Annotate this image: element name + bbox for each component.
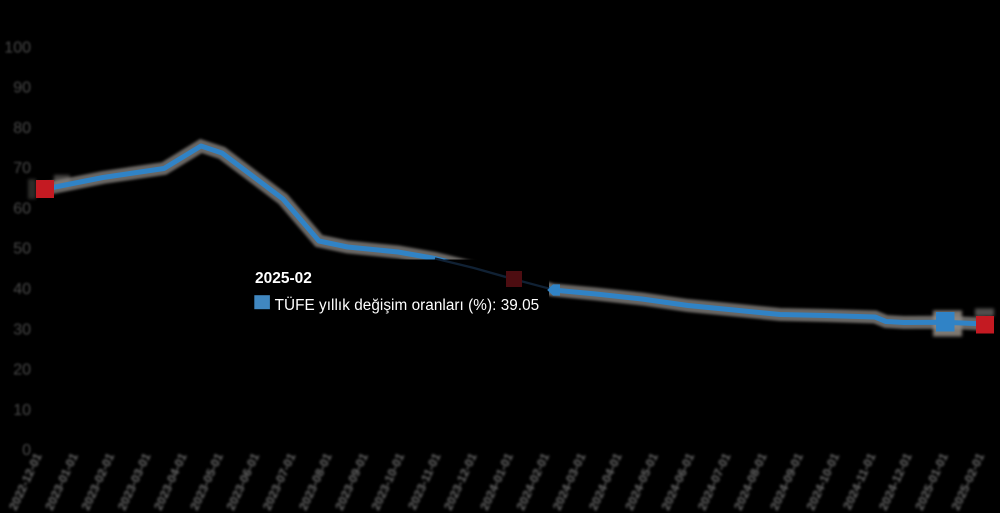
svg-text:2025-01-01: 2025-01-01: [912, 451, 951, 513]
svg-text:2024-05-01: 2024-05-01: [622, 451, 661, 513]
svg-text:2023-09-01: 2023-09-01: [332, 451, 371, 513]
svg-text:2024-11-01: 2024-11-01: [840, 451, 878, 512]
svg-text:2024-03-01: 2024-03-01: [550, 451, 589, 513]
svg-text:2024-10-01: 2024-10-01: [804, 451, 843, 513]
svg-text:2024-01-01: 2024-01-01: [477, 451, 516, 513]
svg-text:30: 30: [13, 321, 31, 338]
svg-text:2024-12-01: 2024-12-01: [876, 451, 915, 513]
svg-text:2023-03-01: 2023-03-01: [115, 451, 154, 513]
svg-text:2023-12-01: 2023-12-01: [441, 451, 480, 513]
svg-text:20: 20: [13, 362, 31, 379]
svg-text:2023-02-01: 2023-02-01: [79, 451, 118, 513]
svg-text:80: 80: [13, 120, 31, 137]
svg-text:50: 50: [13, 241, 31, 258]
svg-text:TÜFE yıllık değişim oranları (: TÜFE yıllık değişim oranları (%): 39.05: [275, 296, 540, 314]
svg-text:10: 10: [13, 402, 31, 419]
svg-text:60: 60: [13, 200, 31, 217]
svg-text:70: 70: [13, 160, 31, 177]
svg-text:2024-08-01: 2024-08-01: [731, 451, 770, 513]
svg-text:2024-02-01: 2024-02-01: [514, 451, 553, 513]
svg-text:2024-06-01: 2024-06-01: [659, 451, 698, 513]
svg-text:2022-12-01: 2022-12-01: [6, 451, 45, 513]
svg-text:2024-07-01: 2024-07-01: [695, 451, 734, 513]
svg-text:2025-02-01: 2025-02-01: [949, 451, 988, 513]
svg-text:2023-06-01: 2023-06-01: [224, 451, 263, 513]
svg-text:2023-08-01: 2023-08-01: [296, 451, 335, 513]
svg-text:2023-11-01: 2023-11-01: [405, 451, 443, 512]
svg-text:2024-04-01: 2024-04-01: [586, 451, 625, 513]
svg-text:2023-04-01: 2023-04-01: [151, 451, 190, 513]
svg-text:2024-09-01: 2024-09-01: [767, 451, 806, 513]
svg-text:2025-02: 2025-02: [255, 270, 312, 287]
svg-text:2023-05-01: 2023-05-01: [187, 451, 226, 513]
svg-text:90: 90: [13, 80, 31, 97]
svg-text:2023-01-01: 2023-01-01: [42, 451, 81, 513]
svg-text:0: 0: [22, 442, 31, 459]
svg-text:2023-07-01: 2023-07-01: [260, 451, 299, 513]
svg-text:40: 40: [13, 281, 31, 298]
svg-text:100: 100: [4, 39, 31, 56]
svg-text:2023-10-01: 2023-10-01: [369, 451, 408, 513]
